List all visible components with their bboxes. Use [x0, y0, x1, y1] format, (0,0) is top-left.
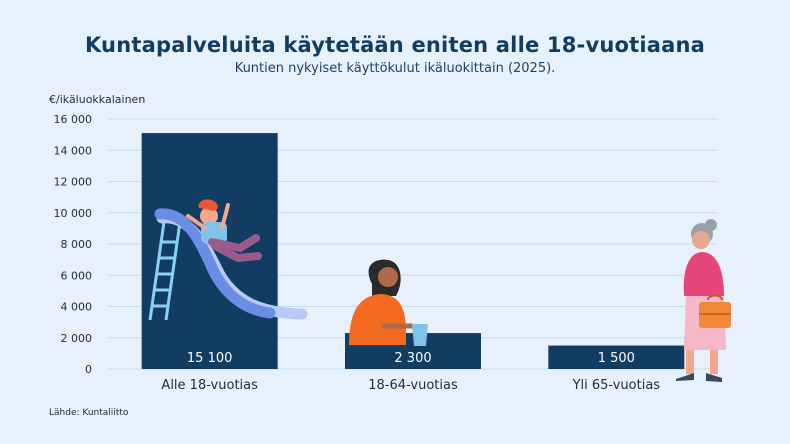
- y-tick-label: 0: [85, 363, 92, 376]
- y-tick-label: 12 000: [54, 176, 93, 189]
- y-tick-label: 8 000: [61, 238, 93, 251]
- y-tick-label: 14 000: [54, 144, 93, 157]
- y-tick-label: 6 000: [61, 269, 93, 282]
- chart-title: Kuntapalveluita käytetään eniten alle 18…: [84, 33, 706, 57]
- chart-subtitle: Kuntien nykyiset käyttökulut ikäluokitta…: [234, 61, 556, 76]
- y-axis-ticks: 0 2 000 4 000 6 000 8 000 10 000 12 000 14 000 1…: [54, 113, 93, 376]
- y-tick-label: 2 000: [61, 332, 93, 345]
- cup-icon: [412, 324, 428, 346]
- slide-child-illustration: [148, 199, 308, 321]
- bar-value-label: 1 500: [598, 351, 635, 366]
- elderly-woman-illustration: [676, 219, 731, 382]
- y-tick-label: 16 000: [54, 113, 93, 126]
- bar-value-label: 2 300: [394, 351, 431, 366]
- y-axis-label: €/ikäluokkalainen: [49, 93, 146, 106]
- value-labels: 15 100 2 300 1 500: [187, 351, 635, 366]
- y-tick-label: 10 000: [54, 207, 93, 220]
- woman-with-cup-illustration: [349, 259, 428, 346]
- slide-rail-icon: [154, 208, 276, 319]
- handbag-icon: [699, 302, 731, 328]
- x-tick-label: Yli 65-vuotias: [572, 378, 661, 393]
- ladder-icon: [148, 221, 182, 321]
- x-tick-label: Alle 18-vuotias: [161, 378, 258, 393]
- x-tick-label: 18-64-vuotias: [368, 378, 458, 393]
- bar: [548, 345, 685, 369]
- x-axis-labels: Alle 18-vuotias 18-64-vuotias Yli 65-vuoti…: [161, 378, 660, 393]
- child-icon: [186, 199, 262, 263]
- y-tick-label: 4 000: [61, 301, 93, 314]
- bar-value-label: 15 100: [187, 351, 233, 366]
- source-note: Lähde: Kuntaliitto: [49, 408, 129, 418]
